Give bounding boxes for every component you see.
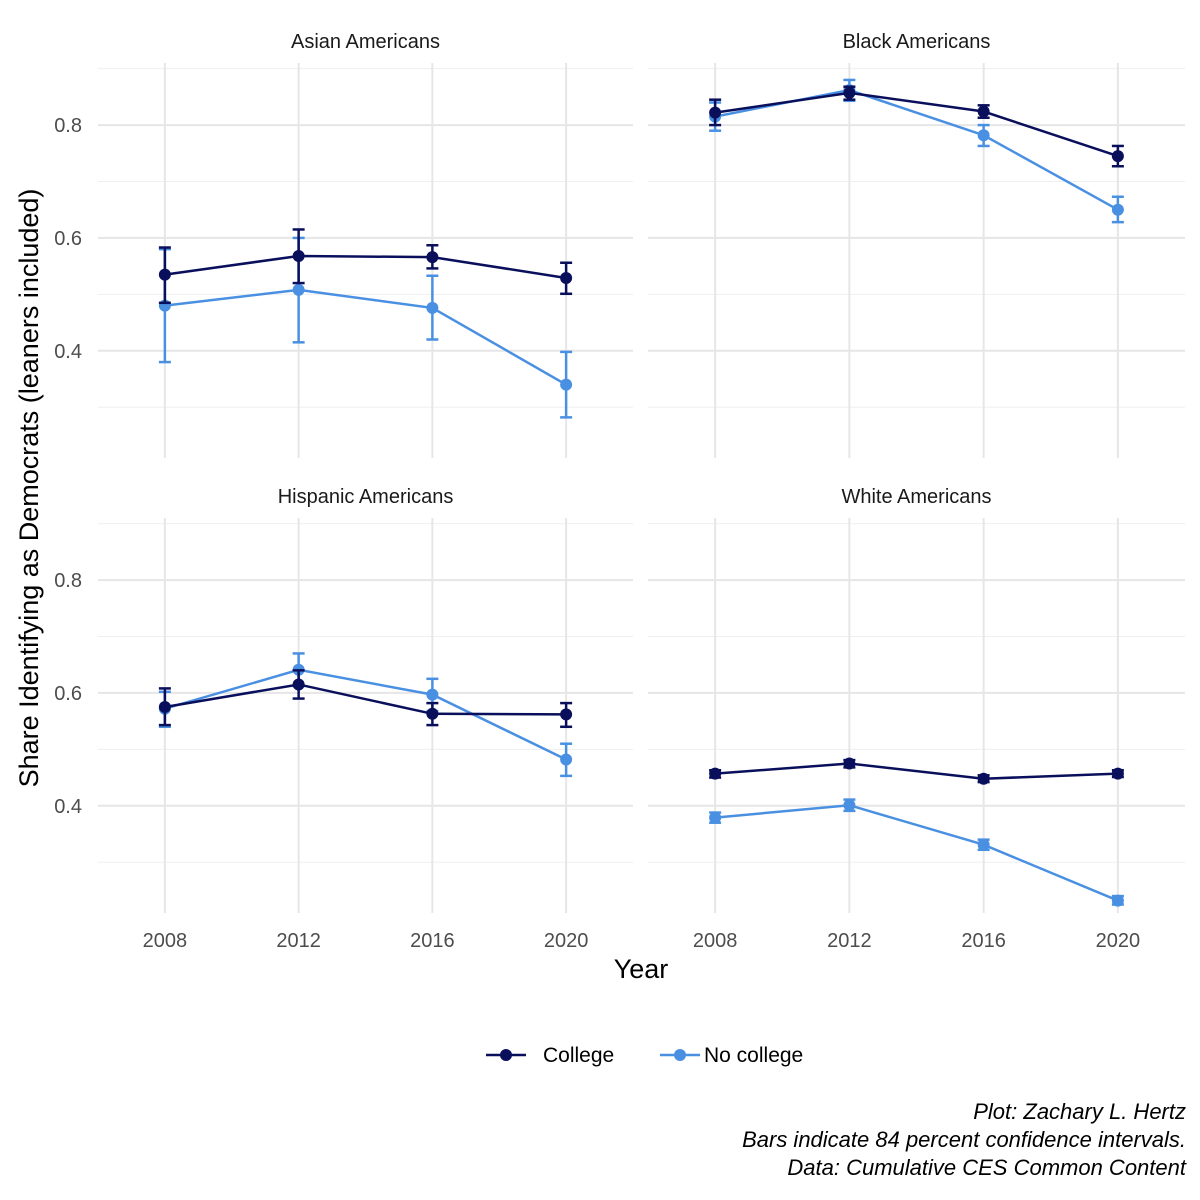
- chart-caption: Plot: Zachary L. Hertz Bars indicate 84 …: [742, 1098, 1186, 1182]
- data-point: [709, 106, 722, 119]
- y-tick-label: 0.4: [54, 341, 82, 363]
- x-axis-title: Year: [614, 954, 669, 984]
- data-point: [292, 249, 305, 262]
- legend-key-point: [674, 1049, 686, 1061]
- data-point: [292, 678, 305, 691]
- data-point: [426, 688, 439, 701]
- data-point: [292, 283, 305, 296]
- x-tick-label: 2016: [961, 930, 1006, 952]
- data-point: [843, 757, 856, 770]
- data-point: [1111, 894, 1124, 907]
- legend: College No college: [486, 1044, 803, 1067]
- data-point: [1111, 150, 1124, 163]
- x-tick-label: 2020: [1096, 930, 1141, 952]
- x-tick-label: 2012: [827, 930, 872, 952]
- data-point: [560, 753, 573, 766]
- data-point: [560, 378, 573, 391]
- data-point: [158, 701, 171, 714]
- legend-item-college: College: [486, 1044, 614, 1067]
- data-point: [1111, 203, 1124, 216]
- series-college: [709, 757, 1124, 785]
- series-college: [158, 228, 573, 305]
- data-point: [977, 772, 990, 785]
- legend-key-point: [500, 1049, 512, 1061]
- data-point: [1111, 767, 1124, 780]
- y-tick-label: 0.8: [54, 115, 82, 137]
- caption-note: Bars indicate 84 percent confidence inte…: [742, 1127, 1186, 1152]
- data-point: [158, 268, 171, 281]
- data-point: [977, 129, 990, 142]
- series-line: [714, 91, 1119, 158]
- caption-credit: Plot: Zachary L. Hertz: [973, 1099, 1186, 1124]
- panel-white-americans: White Americans 2008 2012 2016 2020: [648, 486, 1185, 952]
- panel-asian-americans: Asian Americans 0.4 0.6 0.8: [54, 31, 633, 458]
- series-no-college: [158, 236, 573, 419]
- series-line: [164, 683, 567, 716]
- series-college: [158, 669, 573, 729]
- legend-item-no-college: No college: [660, 1044, 803, 1067]
- panel-black-americans: Black Americans: [648, 31, 1185, 458]
- y-tick-label: 0.6: [54, 228, 82, 250]
- caption-source: Data: Cumulative CES Common Content: [787, 1155, 1186, 1180]
- legend-label: No college: [704, 1044, 803, 1067]
- series-line: [715, 762, 1118, 780]
- x-tick-label: 2008: [143, 930, 188, 952]
- panel-title: Black Americans: [843, 31, 991, 53]
- y-tick-label: 0.8: [54, 570, 82, 592]
- y-tick-label: 0.6: [54, 683, 82, 705]
- series-line: [714, 88, 1119, 211]
- x-tick-label: 2020: [544, 930, 589, 952]
- panel-title: Asian Americans: [291, 31, 440, 53]
- series-line: [715, 803, 1119, 902]
- data-point: [426, 301, 439, 314]
- data-point: [560, 708, 573, 721]
- y-tick-label: 0.4: [54, 796, 82, 818]
- x-tick-label: 2012: [276, 930, 321, 952]
- series-line: [164, 254, 567, 280]
- data-point: [843, 799, 856, 812]
- legend-label: College: [543, 1044, 614, 1067]
- y-axis-title: Share Identifying as Democrats (leaners …: [14, 189, 44, 788]
- data-point: [843, 86, 856, 99]
- data-point: [426, 251, 439, 264]
- panel-title: White Americans: [841, 486, 991, 508]
- data-point: [977, 838, 990, 851]
- data-point: [709, 767, 722, 780]
- series-college: [709, 85, 1124, 168]
- x-tick-label: 2016: [410, 930, 455, 952]
- series-no-college: [709, 798, 1124, 907]
- series-line: [164, 668, 567, 761]
- data-point: [709, 811, 722, 824]
- data-point: [977, 105, 990, 118]
- x-tick-label: 2008: [693, 930, 738, 952]
- series-line: [164, 288, 567, 386]
- panel-title: Hispanic Americans: [278, 486, 454, 508]
- panel-hispanic-americans: Hispanic Americans 0.4 0.6 0.8 2008 2012 2016 2…: [54, 486, 633, 952]
- data-point: [426, 707, 439, 720]
- data-point: [560, 271, 573, 284]
